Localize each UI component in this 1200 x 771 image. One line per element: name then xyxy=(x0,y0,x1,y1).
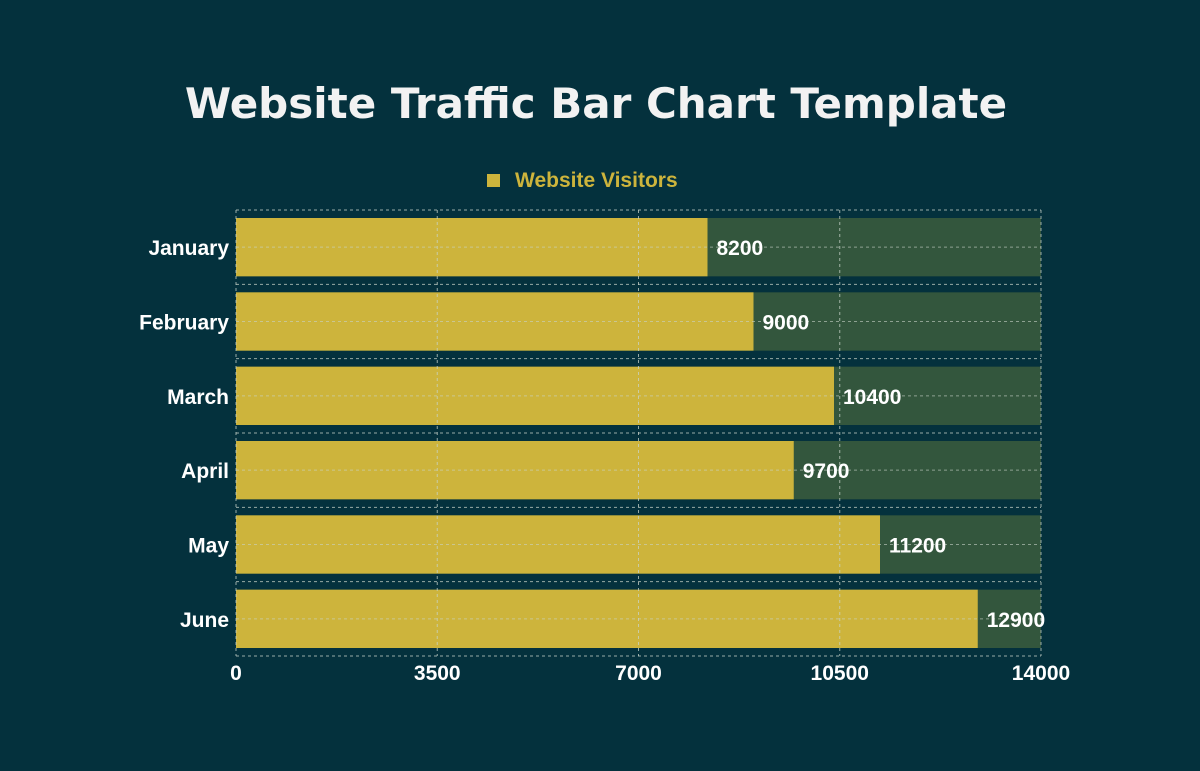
chart-title: Website Traffic Bar Chart Template xyxy=(185,79,1007,128)
data-labels: 8200 9000 10400 9700 11200 12900 xyxy=(717,237,1046,632)
bar-march xyxy=(236,366,834,425)
x-tick-label: 3500 xyxy=(414,662,461,685)
x-tick-label: 0 xyxy=(230,662,242,685)
data-label: 9700 xyxy=(803,460,850,483)
category-labels: January February March April May June xyxy=(139,237,229,632)
data-label: 8200 xyxy=(717,237,764,260)
data-label: 9000 xyxy=(763,312,810,335)
category-label: January xyxy=(148,237,229,260)
x-axis-ticks: 0 3500 7000 10500 14000 xyxy=(230,662,1070,685)
data-label: 11200 xyxy=(889,535,946,558)
legend-swatch xyxy=(487,174,500,187)
category-label: February xyxy=(139,312,229,335)
grid-lines xyxy=(235,209,1042,657)
legend: Website Visitors xyxy=(487,169,678,192)
x-tick-label: 10500 xyxy=(811,662,869,685)
category-label: April xyxy=(181,460,229,483)
x-tick-label: 7000 xyxy=(615,662,662,685)
legend-label: Website Visitors xyxy=(515,169,678,192)
category-label: June xyxy=(180,609,229,632)
category-label: May xyxy=(188,535,229,558)
bars xyxy=(236,218,978,648)
data-label: 12900 xyxy=(987,609,1045,632)
x-tick-label: 14000 xyxy=(1012,662,1070,685)
data-label: 10400 xyxy=(843,386,901,409)
category-label: March xyxy=(167,386,229,409)
